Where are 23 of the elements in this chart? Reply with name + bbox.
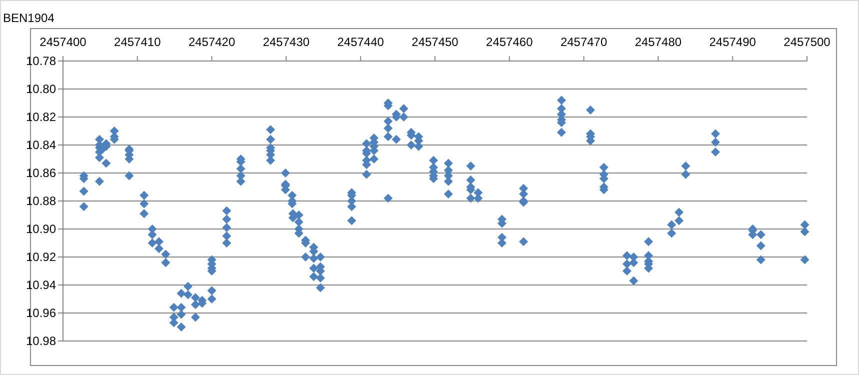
y-tick-label: 10.94	[26, 278, 56, 292]
y-tick-label: 10.80	[26, 82, 56, 96]
y-tick-label: 10.86	[26, 166, 56, 180]
x-tick-label: 2457420	[188, 35, 236, 49]
y-tick-label: 10.90	[26, 222, 56, 236]
y-tick-label: 10.92	[26, 250, 56, 264]
x-tick-label: 2457460	[486, 35, 534, 49]
y-tick-label: 10.84	[26, 138, 56, 152]
x-tick-label: 2457410	[114, 35, 162, 49]
y-tick-label: 10.78	[26, 54, 56, 68]
x-tick-label: 2457400	[40, 35, 87, 49]
x-tick-label: 2457490	[709, 35, 756, 49]
x-tick-label: 2457430	[262, 35, 310, 49]
y-tick-label: 10.88	[26, 194, 56, 208]
x-tick-label: 2457470	[560, 35, 608, 49]
chart-title: BEN1904	[3, 11, 55, 25]
y-tick-label: 10.82	[26, 110, 56, 124]
y-tick-label: 10.98	[26, 334, 56, 348]
x-tick-label: 2457440	[337, 35, 384, 49]
y-tick-label: 10.96	[26, 306, 56, 320]
x-tick-label: 2457500	[784, 35, 831, 49]
x-tick-label: 2457450	[412, 35, 459, 49]
x-tick-label: 2457480	[634, 35, 682, 49]
